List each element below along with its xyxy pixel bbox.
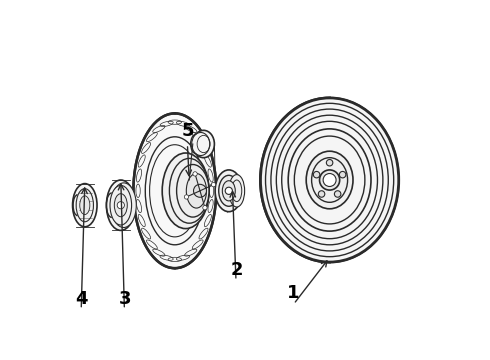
Ellipse shape (306, 151, 353, 209)
Text: 1: 1 (287, 284, 300, 302)
Text: 4: 4 (75, 290, 87, 308)
Text: 5: 5 (182, 122, 195, 140)
Circle shape (117, 202, 124, 209)
Circle shape (323, 174, 336, 186)
Ellipse shape (170, 158, 209, 223)
Circle shape (326, 159, 333, 166)
Ellipse shape (193, 130, 215, 158)
Ellipse shape (80, 196, 90, 215)
Ellipse shape (266, 103, 393, 257)
Circle shape (319, 170, 340, 190)
Ellipse shape (282, 121, 377, 239)
Circle shape (313, 171, 320, 178)
Text: 2: 2 (230, 261, 243, 279)
Ellipse shape (186, 174, 206, 208)
Ellipse shape (106, 180, 135, 230)
Ellipse shape (276, 115, 383, 245)
Circle shape (203, 206, 207, 210)
Ellipse shape (76, 189, 94, 222)
Ellipse shape (229, 175, 245, 207)
Ellipse shape (162, 153, 209, 229)
Circle shape (193, 172, 197, 176)
Ellipse shape (215, 170, 243, 212)
Circle shape (184, 195, 189, 199)
Circle shape (225, 187, 232, 194)
Ellipse shape (219, 175, 239, 206)
Circle shape (334, 191, 341, 197)
Text: 3: 3 (119, 290, 132, 308)
Circle shape (194, 184, 206, 197)
Ellipse shape (110, 185, 132, 225)
Ellipse shape (288, 129, 371, 231)
Ellipse shape (133, 113, 216, 268)
Ellipse shape (114, 194, 127, 217)
Ellipse shape (232, 180, 242, 202)
Ellipse shape (222, 181, 235, 201)
Circle shape (211, 183, 216, 187)
Ellipse shape (294, 136, 365, 224)
Ellipse shape (176, 165, 209, 217)
Ellipse shape (261, 98, 399, 262)
Ellipse shape (312, 158, 347, 202)
Ellipse shape (73, 184, 97, 227)
Ellipse shape (192, 132, 210, 156)
Circle shape (318, 191, 325, 197)
Ellipse shape (271, 109, 388, 251)
Circle shape (340, 171, 346, 178)
Ellipse shape (111, 183, 136, 228)
